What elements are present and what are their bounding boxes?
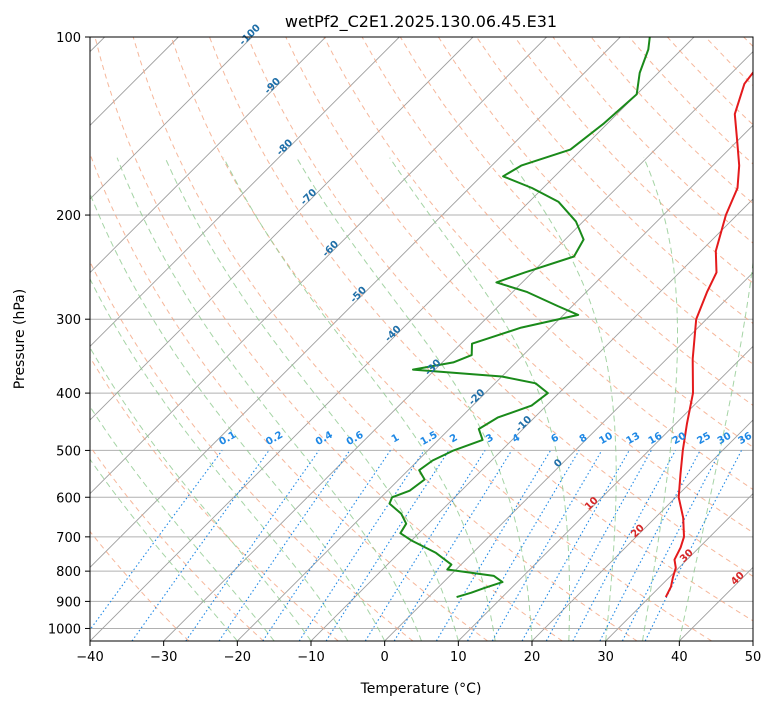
y-tick-label: 200	[56, 209, 81, 224]
x-tick-label: −40	[76, 650, 103, 665]
x-axis-label: Temperature (°C)	[360, 681, 482, 697]
isotherm-line	[753, 37, 775, 641]
x-tick-label: −20	[224, 650, 251, 665]
y-tick-label: 300	[56, 313, 81, 328]
chart-title: wetPf2_C2E1.2025.130.06.45.E31	[285, 12, 557, 32]
x-tick-label: 20	[524, 650, 541, 665]
x-tick-label: 30	[597, 650, 614, 665]
y-tick-label: 600	[56, 491, 81, 506]
x-tick-label: −30	[150, 650, 177, 665]
y-tick-label: 500	[56, 444, 81, 459]
y-tick-label: 1000	[48, 622, 81, 637]
x-tick-label: −10	[297, 650, 324, 665]
plot-background	[90, 37, 753, 641]
y-tick-label: 800	[56, 565, 81, 580]
y-tick-label: 400	[56, 387, 81, 402]
x-tick-label: 40	[671, 650, 688, 665]
x-tick-label: 0	[381, 650, 389, 665]
y-tick-label: 900	[56, 595, 81, 610]
y-tick-label: 700	[56, 531, 81, 546]
x-tick-label: 50	[745, 650, 762, 665]
y-tick-label: 100	[56, 31, 81, 46]
x-tick-label: 10	[450, 650, 467, 665]
y-axis-label: Pressure (hPa)	[12, 289, 28, 389]
